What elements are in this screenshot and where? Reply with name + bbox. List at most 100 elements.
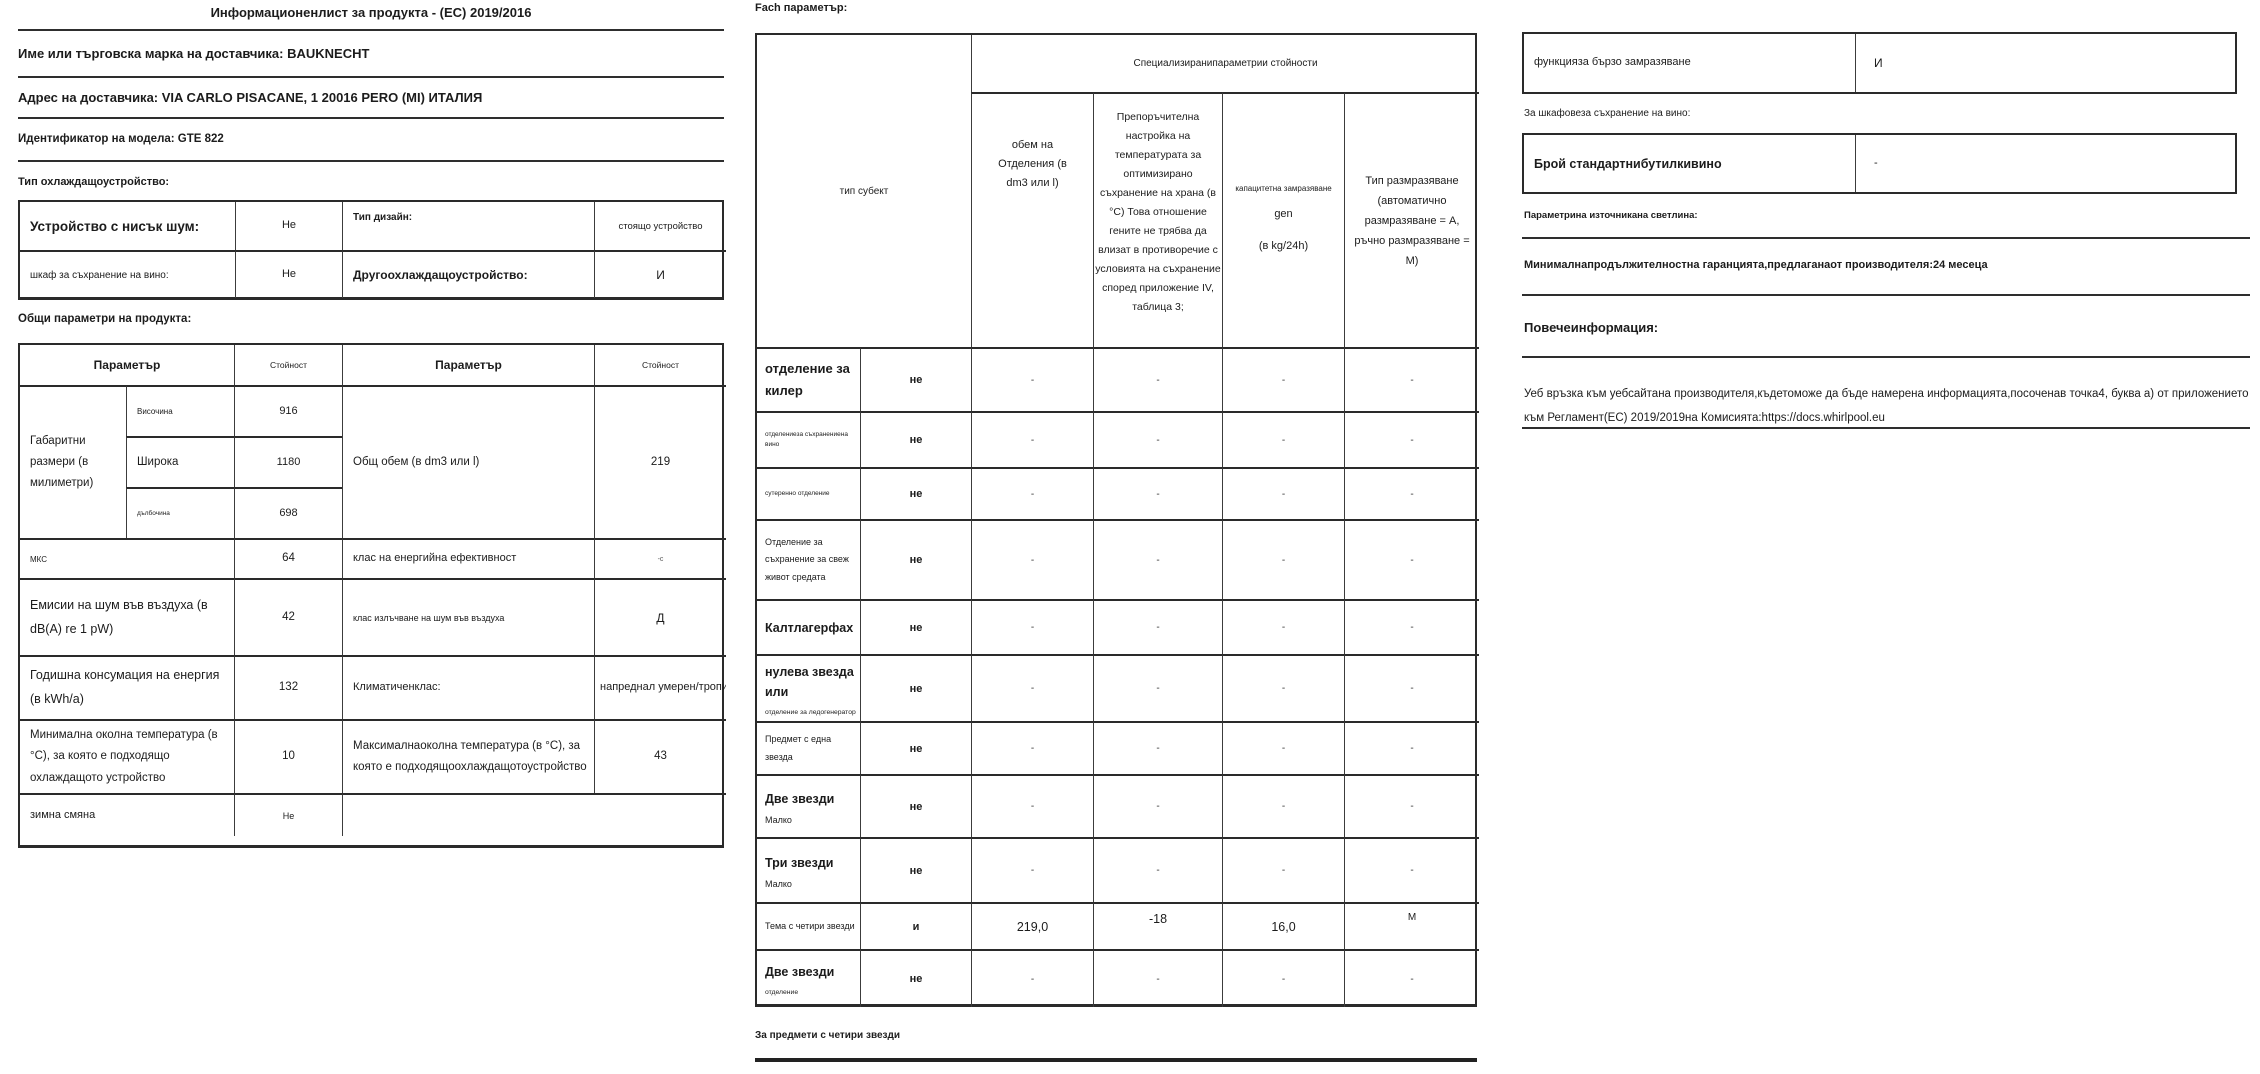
value-header-2: Стойност [594,345,726,385]
row-label: отделение за килер [757,347,860,411]
row-present: не [860,467,971,519]
row-defrost: - [1344,721,1479,774]
row-defrost: - [1344,467,1479,519]
weblink-url[interactable]: https://docs.whirlpool.eu [1761,412,1885,424]
volume-header-line1: обем на [1011,139,1054,151]
row-label: нулева звезда или отделение за ледогенер… [757,654,860,721]
row-label: Три звезди Малко [757,837,860,902]
winter-switch-label: зимна смяна [20,793,234,836]
wine-bottles-value: - [1874,156,1878,169]
type-heading: Тип охлаждащоустройство: [18,176,170,188]
row-temp: - [1093,774,1222,837]
row-label: Предмет с една звезда [757,721,860,774]
mks-value: 64 [234,538,342,578]
row-present: не [860,774,971,837]
row-label: Две звезди отделение [757,949,860,1007]
row-volume: - [971,411,1093,467]
total-volume-value: 219 [594,385,726,538]
specialized-params-header: Специализиранипараметрии стойности [971,35,1479,92]
depth-label: дълбочина [126,487,234,538]
width-label: Широка [126,436,234,487]
row-temp: - [1093,599,1222,654]
wine-cabinet-label: шкаф за съхранение на вино: [20,250,235,298]
row-volume: 219,0 [971,902,1093,949]
row-temp: - [1093,654,1222,721]
divider [18,29,724,31]
row-label-main: Две звезди [765,965,835,979]
row-capacity: 16,0 [1222,902,1344,949]
row-label: Калтлагерфах [757,599,860,654]
row-present: не [860,721,971,774]
energy-class-value: -c [594,538,726,578]
width-value: 1180 [234,436,342,487]
more-info-heading: Повечеинформация: [1524,320,1659,335]
row-present: и [860,902,971,949]
fach-heading: Fach параметър: [755,2,848,14]
row-volume: - [971,519,1093,599]
row-defrost: - [1344,411,1479,467]
total-volume-label: Общ обем (в dm3 или l) [342,385,594,538]
row-defrost: - [1344,949,1479,1007]
row-capacity: - [1222,949,1344,1007]
row-volume: - [971,721,1093,774]
climate-class-value: напреднал умерен/тропич [594,655,726,719]
other-cooling-label: Другоохлаждащоустройство: [342,250,594,298]
model-identifier: Идентификатор на модела: GTE 822 [18,133,224,145]
row-capacity: - [1222,774,1344,837]
row-temp: - [1093,467,1222,519]
row-label-main: Две звезди [765,791,835,806]
general-params-heading: Общи параметри на продукта: [18,313,192,325]
row-capacity: - [1222,519,1344,599]
row-volume: - [971,774,1093,837]
row-present: не [860,411,971,467]
row-temp: - [1093,721,1222,774]
light-source-heading: Параметрина източникана светлина: [1524,210,1698,221]
row-capacity: - [1222,467,1344,519]
fast-freeze-value: И [1874,56,1883,70]
noise-class-value: Д [594,578,726,655]
annual-energy-label: Годишна консумация на енергия (в kWh/a) [20,655,234,719]
weblink-text: Уеб връзка към уебсайтана производителя,… [1524,388,2249,424]
capacity-header-unit: (в kg/24h) [1258,240,1309,252]
general-params-table: Параметър Стойност Параметър Стойност Га… [18,343,726,848]
row-temp: - [1093,949,1222,1007]
row-defrost: - [1344,519,1479,599]
row-label-sub: Малко [765,814,792,825]
max-temp-label: Максималнаоколна температура (в °C), за … [342,719,594,793]
row-temp: - [1093,347,1222,411]
climate-class-label: Климатиченклас: [342,655,594,719]
min-temp-value: 10 [234,719,342,793]
supplier-address: Адрес на доставчика: VIA CARLO PISACANE,… [18,90,483,105]
wine-bottles-row: Брой стандартнибутилкивино - [1522,133,2237,194]
divider [1522,237,2250,239]
row-capacity: - [1222,837,1344,902]
divider [1522,356,2250,358]
document-title: Информационенлист за продукта - (ЕС) 201… [210,5,532,20]
row-capacity: - [1222,654,1344,721]
param-header-1: Параметър [93,358,161,372]
row-present: не [860,654,971,721]
right-column: функцияза бързо замразяване И За шкафове… [1522,0,2250,1074]
row-label: сутеренно отделение [757,467,860,519]
volume-header-line3: dm3 или l) [1006,177,1059,189]
subject-type-header: тип субект [839,185,889,197]
mks-label: МКС [20,538,234,578]
left-column: Информационенлист за продукта - (ЕС) 201… [18,0,726,1074]
row-temp: - [1093,411,1222,467]
four-star-footer-heading: За предмети с четири звезди [755,1030,900,1041]
winter-switch-value: Не [234,793,342,836]
low-noise-value: Не [235,202,342,250]
row-present: не [860,837,971,902]
row-capacity: - [1222,411,1344,467]
wine-bottles-label: Брой стандартнибутилкивино [1524,135,1856,192]
row-capacity: - [1222,721,1344,774]
supplier-name: Име или търговска марка на доставчика: B… [18,46,370,61]
wine-cabinet-heading: За шкафовеза съхранение на вино: [1524,108,1691,119]
defrost-column-header: Тип размразяване (автоматично размразява… [1344,92,1479,347]
empty-cell [342,793,726,836]
row-defrost: - [1344,774,1479,837]
low-noise-label: Устройство с нисък шум: [30,218,200,234]
freezing-capacity-column-header: капацитетна замразяване gen (в kg/24h) [1222,92,1344,347]
row-capacity: - [1222,347,1344,411]
